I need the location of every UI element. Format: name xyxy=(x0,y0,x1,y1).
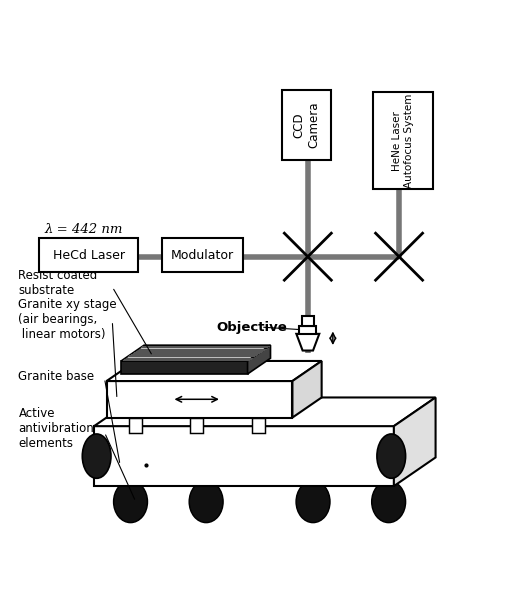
Bar xyxy=(129,418,142,433)
Ellipse shape xyxy=(114,481,148,523)
Bar xyxy=(162,238,242,272)
Ellipse shape xyxy=(296,481,330,523)
Text: Granite base: Granite base xyxy=(18,370,94,383)
Text: Objective: Objective xyxy=(217,321,287,334)
Text: HeCd Laser: HeCd Laser xyxy=(53,249,125,262)
Text: λ = 442 nm: λ = 442 nm xyxy=(44,223,123,235)
Bar xyxy=(282,90,331,160)
Polygon shape xyxy=(94,397,436,426)
Bar xyxy=(301,316,314,326)
Bar xyxy=(106,381,292,418)
Ellipse shape xyxy=(377,434,406,479)
Text: HeNe Laser
Autofocus System: HeNe Laser Autofocus System xyxy=(392,93,414,188)
Text: CCD
Camera: CCD Camera xyxy=(292,102,320,148)
Ellipse shape xyxy=(82,434,111,479)
Bar xyxy=(299,326,316,334)
Polygon shape xyxy=(106,361,321,381)
Text: Granite xy stage
(air bearings,
 linear motors): Granite xy stage (air bearings, linear m… xyxy=(18,298,117,341)
Polygon shape xyxy=(248,345,270,374)
Bar xyxy=(251,418,265,433)
Polygon shape xyxy=(292,361,321,418)
Polygon shape xyxy=(121,345,270,361)
Bar xyxy=(373,93,433,189)
Bar xyxy=(190,418,203,433)
Bar xyxy=(121,361,248,374)
Polygon shape xyxy=(394,397,436,486)
Bar xyxy=(94,426,394,486)
Ellipse shape xyxy=(372,481,406,523)
Text: Active
antivibration
elements: Active antivibration elements xyxy=(18,408,94,450)
Text: Resist coated
substrate: Resist coated substrate xyxy=(18,268,97,297)
Ellipse shape xyxy=(189,481,223,523)
Text: Modulator: Modulator xyxy=(171,249,234,262)
Bar xyxy=(40,238,139,272)
Polygon shape xyxy=(296,334,319,350)
